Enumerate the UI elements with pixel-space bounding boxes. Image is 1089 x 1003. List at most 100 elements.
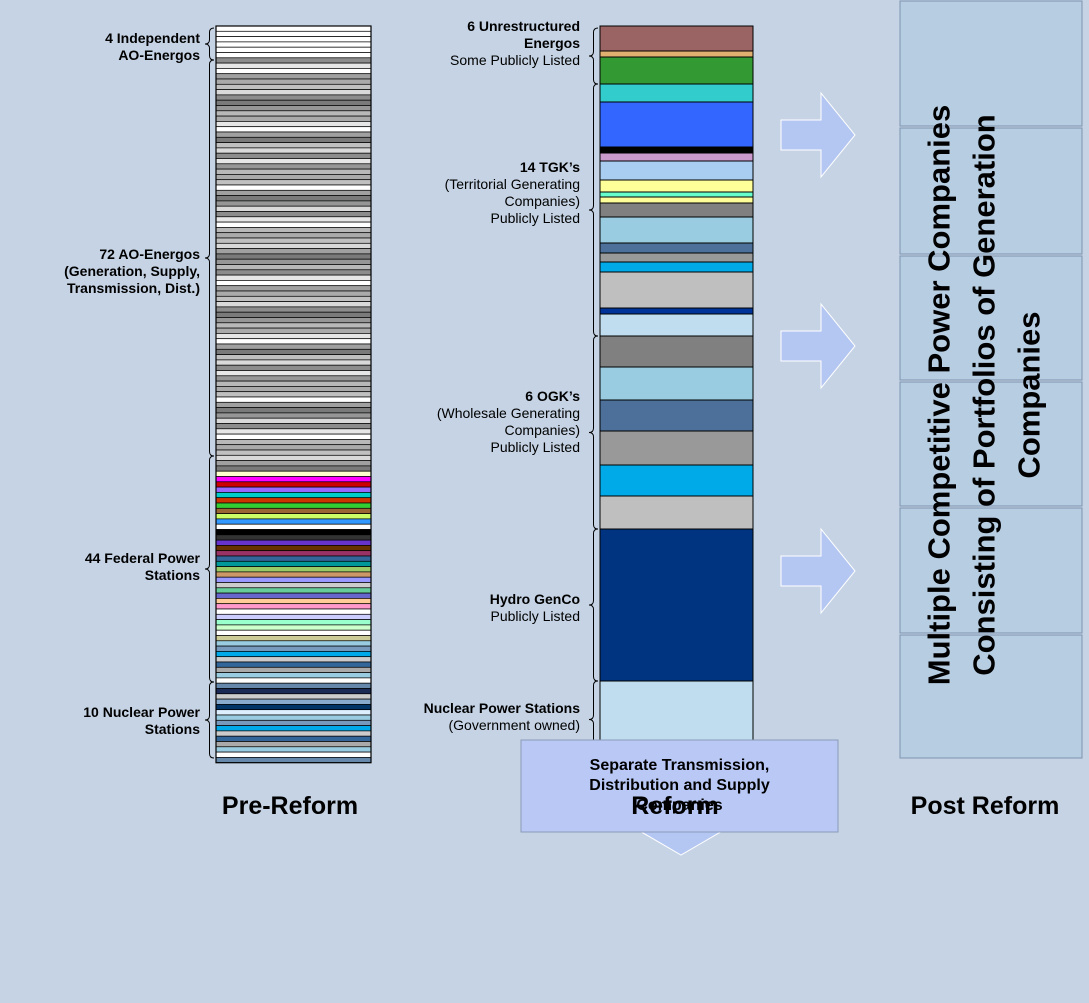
group-label-line: 10 Nuclear Power [83, 704, 200, 720]
pre-stripe [215, 523, 372, 530]
pre-stripe [215, 99, 372, 106]
pre-stripe [215, 661, 372, 668]
reform-segment [599, 83, 754, 103]
pre-stripe [215, 269, 372, 276]
pre-stripe [215, 89, 372, 96]
group-label-line: Publicly Listed [490, 608, 581, 624]
group-label-line: Transmission, Dist.) [66, 280, 200, 296]
reform-segment [599, 271, 754, 309]
pre-reform-header: Pre-Reform [221, 792, 359, 820]
brace-ao-energos [204, 59, 215, 457]
pre-stripe [215, 253, 372, 260]
reform-group-label: 6 OGK’s (Wholesale Generating Companies) Pu… [330, 388, 580, 456]
pre-stripe [215, 322, 372, 329]
group-label-line: Nuclear Power Stations [423, 700, 580, 716]
pre-stripe [215, 232, 372, 239]
arrow-right-top [780, 91, 856, 179]
pre-stripe [215, 645, 372, 652]
pre-stripe [215, 693, 372, 700]
pre-stripe [215, 94, 372, 101]
reform-group-label: 6 Unrestructured Energos Some Publicly Lis… [330, 18, 580, 69]
pre-stripe [215, 550, 372, 557]
separate-companies-box [520, 739, 839, 833]
pre-stripe [215, 147, 372, 154]
reform-segment [599, 146, 754, 154]
pre-stripe [215, 582, 372, 589]
pre-stripe [215, 359, 372, 366]
pre-stripe [215, 566, 372, 573]
pre-stripe [215, 624, 372, 631]
pre-stripe [215, 333, 372, 340]
pre-stripe [215, 672, 372, 679]
pre-stripe [215, 751, 372, 758]
pre-stripe [215, 481, 372, 488]
group-label-line: (Wholesale Generating [436, 405, 580, 421]
reform-group-label: Hydro GenCo Publicly Listed [330, 591, 580, 625]
brace-tgk [588, 83, 599, 337]
reform-segment [599, 307, 754, 315]
reform-header: Reform [631, 792, 719, 820]
pre-stripe [215, 126, 372, 133]
pre-stripe [215, 78, 372, 85]
pre-stripe [215, 152, 372, 159]
pre-stripe [215, 306, 372, 313]
pre-stripe [215, 513, 372, 520]
post-reform-text: Multiple Competitive Power Companies Con… [917, 45, 1052, 745]
group-label-line: 6 OGK’s [525, 388, 580, 404]
pre-stripe [215, 757, 372, 764]
group-label-line: 72 AO-Energos [99, 246, 200, 262]
pre-stripe [215, 380, 372, 387]
pre-stripe [215, 486, 372, 493]
pre-stripe [215, 666, 372, 673]
pre-stripe [215, 518, 372, 525]
post-reform-box [899, 127, 1083, 255]
pre-stripe [215, 545, 372, 552]
pre-stripe [215, 295, 372, 302]
post-reform-boxes [899, 0, 1083, 759]
group-label-line: 14 TGK’s [519, 159, 580, 175]
pre-stripe [215, 258, 372, 265]
reform-segment [599, 528, 754, 682]
group-label-line: Stations [144, 721, 200, 737]
reform-segment [599, 191, 754, 198]
pre-stripe [215, 465, 372, 472]
reform-segment [599, 261, 754, 273]
reform-braces [588, 27, 599, 759]
pre-stripe [215, 274, 372, 281]
separate-companies-text: Separate Transmission, Distribution and … [521, 756, 838, 816]
pre-group-label: 4 Independent AO-Energos [20, 30, 200, 64]
post-reform-line: Multiple Competitive Power Companies [921, 104, 957, 686]
pre-group-label: 72 AO-Energos (Generation, Supply, Transmi… [20, 246, 200, 297]
pre-stripe [215, 142, 372, 149]
pre-stripe [215, 502, 372, 509]
reform-segment [599, 152, 754, 162]
reform-segment [599, 430, 754, 466]
separate-line: Separate Transmission, [589, 757, 770, 774]
pre-stripe [215, 105, 372, 112]
group-label-line: 44 Federal Power [84, 550, 200, 566]
pre-group-label: 44 Federal Power Stations [20, 550, 200, 584]
pre-stripe [215, 492, 372, 499]
reform-segment [599, 252, 754, 263]
pre-stripe [215, 327, 372, 334]
pre-bar-outline [215, 25, 372, 764]
pre-stripe [215, 560, 372, 567]
pre-stripe [215, 651, 372, 658]
pre-stripe [215, 629, 372, 636]
reform-group-label: Nuclear Power Stations (Government owned) [330, 700, 580, 734]
pre-stripe [215, 534, 372, 541]
pre-stripe [215, 248, 372, 255]
pre-stripe [215, 375, 372, 382]
pre-stripe [215, 688, 372, 695]
pre-stripe [215, 539, 372, 546]
post-reform-header: Post Reform [910, 792, 1060, 820]
group-label-line: AO-Energos [118, 47, 200, 63]
pre-stripe [215, 115, 372, 122]
reform-segment [599, 464, 754, 497]
pre-stripe [215, 280, 372, 287]
pre-stripe [215, 264, 372, 271]
group-label-line: Hydro GenCo [489, 591, 580, 607]
pre-group-label: 10 Nuclear Power Stations [20, 704, 200, 738]
pre-stripe [215, 476, 372, 483]
post-reform-box [899, 634, 1083, 759]
